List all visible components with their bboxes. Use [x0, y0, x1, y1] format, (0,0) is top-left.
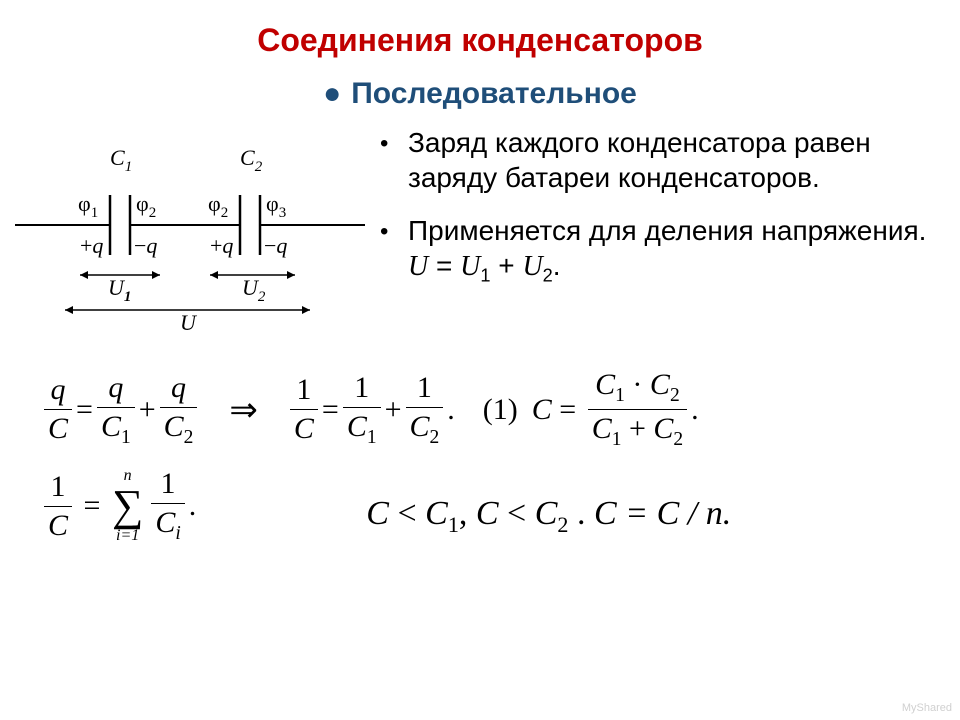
- frac-1C2: 1 C2: [406, 371, 444, 449]
- formula-row-2: 1 C = n ∑ i=1 1 Ci . С < С1, С < С2 . С …: [40, 467, 930, 545]
- label-C1: C1: [110, 145, 132, 175]
- frac-qC: q C: [44, 373, 72, 446]
- label-U1: U1: [108, 275, 131, 305]
- frac-1C1: 1 C1: [343, 371, 381, 449]
- eq3-lhs: C: [532, 393, 552, 427]
- bullet-dot-icon: •: [380, 125, 408, 195]
- content-row: C1 C2 φ1 φ2 φ2 φ3 +q −q +q −q U1 U2: [0, 125, 960, 350]
- label-phi1: φ1: [78, 191, 98, 221]
- frac-C1C2: C1 · C2 C1 + C2: [588, 368, 687, 451]
- inequality-text: С < С1, С < С2 . С = С / n.: [366, 495, 731, 538]
- bullet-dot-icon: •: [380, 213, 408, 287]
- bullet-item: • Заряд каждого конденсатора равен заряд…: [380, 125, 930, 195]
- label-plusq2: +q: [210, 233, 233, 258]
- label-phi3: φ3: [266, 191, 286, 221]
- label-U: U: [180, 310, 198, 335]
- frac-qC1: q C1: [97, 371, 135, 449]
- bullet-text-1: Заряд каждого конденсатора равен заряду …: [408, 125, 930, 195]
- page-title: Соединения конденсаторов: [0, 0, 960, 59]
- label-phi2b: φ2: [208, 191, 228, 221]
- subtitle-text: Последовательное: [351, 77, 637, 110]
- bullet-item: • Применяется для деления напряжения. U …: [380, 213, 930, 287]
- frac-qC2: q C2: [160, 371, 198, 449]
- label-minusq2: −q: [264, 233, 287, 258]
- subtitle: ● Последовательное: [0, 77, 960, 111]
- eq-number: (1): [483, 393, 518, 427]
- label-plusq1: +q: [80, 233, 103, 258]
- watermark: MyShared: [902, 702, 952, 714]
- implies-arrow-icon: ⇒: [229, 390, 258, 430]
- frac-1C: 1 C: [290, 373, 318, 446]
- label-C2: C2: [240, 145, 263, 175]
- label-U2: U2: [242, 275, 266, 305]
- bullet-icon: ●: [323, 77, 341, 110]
- formula-block: q C = q C1 + q C2 ⇒ 1 C = 1 C1 + 1 C2 . …: [0, 368, 960, 545]
- circuit-diagram: C1 C2 φ1 φ2 φ2 φ3 +q −q +q −q U1 U2: [0, 125, 380, 350]
- bullet-list: • Заряд каждого конденсатора равен заряд…: [380, 125, 960, 350]
- bullet-text-2: Применяется для деления напряжения. U = …: [408, 213, 930, 287]
- sum-expression: 1 C = n ∑ i=1 1 Ci .: [40, 467, 196, 545]
- label-phi2a: φ2: [136, 191, 156, 221]
- sigma-icon: n ∑ i=1: [112, 468, 143, 544]
- formula-row-1: q C = q C1 + q C2 ⇒ 1 C = 1 C1 + 1 C2 . …: [40, 368, 930, 451]
- label-minusq1: −q: [134, 233, 157, 258]
